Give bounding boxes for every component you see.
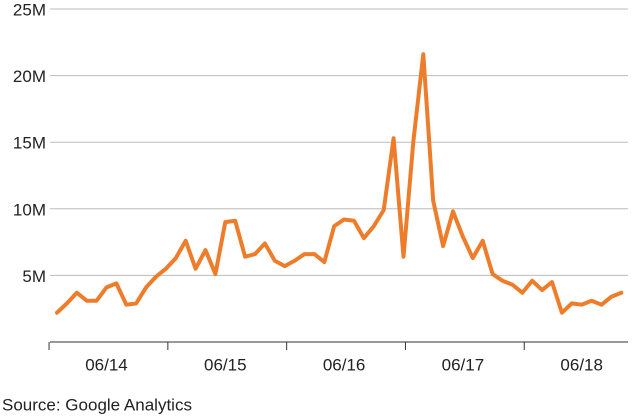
x-tick-label: 06/17 — [442, 355, 485, 374]
y-tick-label: 15M — [13, 134, 46, 153]
y-tick-label: 25M — [13, 0, 46, 19]
data-line — [55, 52, 624, 315]
x-tick-label: 06/15 — [204, 355, 247, 374]
x-tick-label: 06/18 — [560, 355, 603, 374]
y-tick-label: 10M — [13, 200, 46, 219]
source-note: Source: Google Analytics — [2, 395, 192, 414]
y-tick-label: 5M — [22, 267, 46, 286]
x-tick-label: 06/14 — [85, 355, 128, 374]
x-tick-label: 06/16 — [323, 355, 366, 374]
y-tick-label: 20M — [13, 67, 46, 86]
